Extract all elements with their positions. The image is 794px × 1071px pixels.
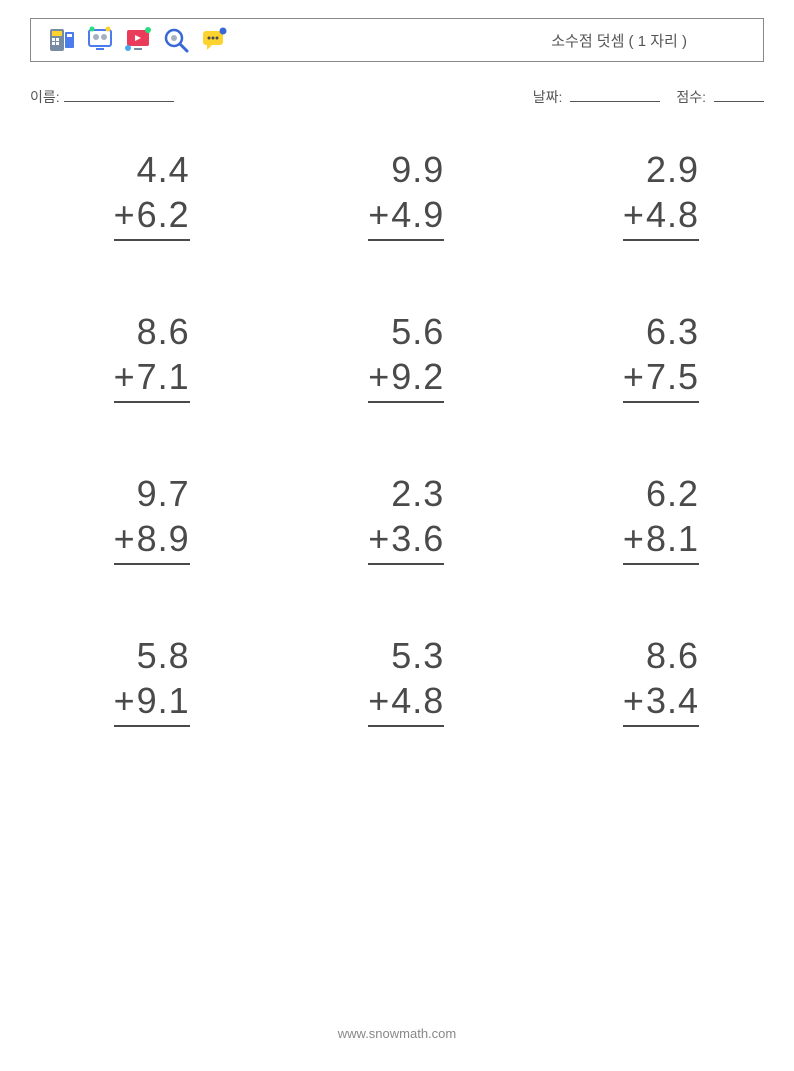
date-label: 날짜: xyxy=(533,87,563,107)
operator: + xyxy=(368,678,389,723)
chat-bubble-icon xyxy=(199,25,229,55)
bottom-row: + 3.4 xyxy=(623,678,699,727)
video-screen-icon xyxy=(123,25,153,55)
operator: + xyxy=(368,354,389,399)
top-number: 9.9 xyxy=(391,147,444,192)
problem: 6.2 + 8.1 xyxy=(559,471,744,565)
monitor-people-icon xyxy=(85,25,115,55)
top-number: 2.9 xyxy=(646,147,699,192)
bottom-row: + 4.8 xyxy=(623,192,699,241)
top-number: 6.3 xyxy=(646,309,699,354)
operator: + xyxy=(623,354,644,399)
bottom-number: 7.5 xyxy=(646,354,699,399)
worksheet-title: 소수점 덧셈 ( 1 자리 ) xyxy=(551,30,687,51)
operator: + xyxy=(623,678,644,723)
bottom-number: 3.6 xyxy=(391,516,444,561)
bottom-number: 4.8 xyxy=(646,192,699,237)
header-box: 소수점 덧셈 ( 1 자리 ) xyxy=(30,18,764,62)
operator: + xyxy=(623,192,644,237)
bottom-number: 7.1 xyxy=(137,354,190,399)
date-score-fields: 날짜: 점수: xyxy=(533,86,764,107)
bottom-number: 9.2 xyxy=(391,354,444,399)
top-number: 4.4 xyxy=(137,147,190,192)
problem: 4.4 + 6.2 xyxy=(50,147,235,241)
footer-url: www.snowmath.com xyxy=(0,1026,794,1041)
problem: 2.3 + 3.6 xyxy=(305,471,490,565)
operator: + xyxy=(114,354,135,399)
problem: 9.7 + 8.9 xyxy=(50,471,235,565)
problem: 5.3 + 4.8 xyxy=(305,633,490,727)
bottom-row: + 7.1 xyxy=(114,354,190,403)
top-number: 8.6 xyxy=(137,309,190,354)
bottom-row: + 4.9 xyxy=(368,192,444,241)
top-number: 2.3 xyxy=(391,471,444,516)
bottom-row: + 3.6 xyxy=(368,516,444,565)
score-underline xyxy=(714,86,764,102)
name-label: 이름: xyxy=(30,87,60,107)
score-label: 점수: xyxy=(676,87,706,107)
top-number: 5.3 xyxy=(391,633,444,678)
top-number: 6.2 xyxy=(646,471,699,516)
name-field: 이름: xyxy=(30,86,174,107)
bottom-number: 9.1 xyxy=(137,678,190,723)
bottom-row: + 6.2 xyxy=(114,192,190,241)
problem: 9.9 + 4.9 xyxy=(305,147,490,241)
problem: 5.8 + 9.1 xyxy=(50,633,235,727)
operator: + xyxy=(368,516,389,561)
bottom-number: 8.9 xyxy=(137,516,190,561)
name-underline xyxy=(64,86,174,102)
bottom-row: + 9.1 xyxy=(114,678,190,727)
bottom-number: 3.4 xyxy=(646,678,699,723)
top-number: 8.6 xyxy=(646,633,699,678)
operator: + xyxy=(114,516,135,561)
operator: + xyxy=(114,192,135,237)
bottom-row: + 7.5 xyxy=(623,354,699,403)
bottom-number: 4.8 xyxy=(391,678,444,723)
bottom-number: 4.9 xyxy=(391,192,444,237)
info-row: 이름: 날짜: 점수: xyxy=(30,86,764,107)
bottom-row: + 8.9 xyxy=(114,516,190,565)
calculator-icon xyxy=(47,25,77,55)
header-icons xyxy=(47,25,229,55)
problem: 6.3 + 7.5 xyxy=(559,309,744,403)
problem: 8.6 + 3.4 xyxy=(559,633,744,727)
bottom-row: + 8.1 xyxy=(623,516,699,565)
problems-grid: 4.4 + 6.2 9.9 + 4.9 2.9 + 4.8 8.6 + 7.1 … xyxy=(50,147,744,727)
operator: + xyxy=(114,678,135,723)
bottom-number: 6.2 xyxy=(137,192,190,237)
problem: 5.6 + 9.2 xyxy=(305,309,490,403)
top-number: 9.7 xyxy=(137,471,190,516)
operator: + xyxy=(623,516,644,561)
problem: 2.9 + 4.8 xyxy=(559,147,744,241)
date-underline xyxy=(570,86,660,102)
bottom-number: 8.1 xyxy=(646,516,699,561)
top-number: 5.8 xyxy=(137,633,190,678)
problem: 8.6 + 7.1 xyxy=(50,309,235,403)
bottom-row: + 9.2 xyxy=(368,354,444,403)
operator: + xyxy=(368,192,389,237)
bottom-row: + 4.8 xyxy=(368,678,444,727)
magnifier-icon xyxy=(161,25,191,55)
top-number: 5.6 xyxy=(391,309,444,354)
